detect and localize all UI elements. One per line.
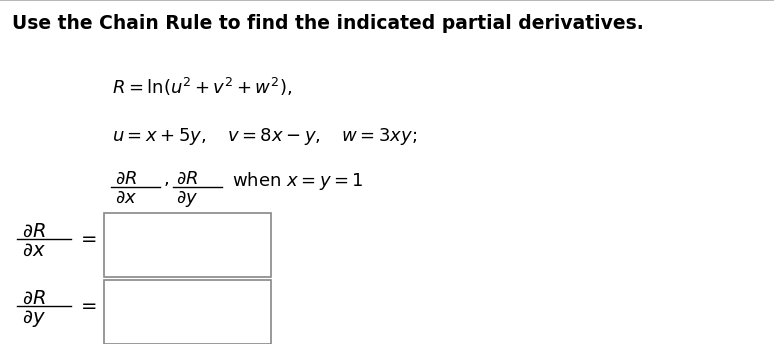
Text: $R = \ln(u^2 + v^2 + w^2),$: $R = \ln(u^2 + v^2 + w^2),$	[112, 76, 293, 98]
Text: $,$: $,$	[163, 170, 169, 188]
Text: Use the Chain Rule to find the indicated partial derivatives.: Use the Chain Rule to find the indicated…	[12, 14, 643, 33]
Text: $u = x + 5y, \quad v = 8x - y, \quad w = 3xy;$: $u = x + 5y, \quad v = 8x - y, \quad w =…	[112, 126, 417, 147]
Text: $\partial x$: $\partial x$	[22, 241, 46, 260]
FancyBboxPatch shape	[104, 280, 271, 344]
Text: $\partial y$: $\partial y$	[176, 189, 199, 209]
Text: $\partial R$: $\partial R$	[115, 170, 137, 188]
Text: $=$: $=$	[77, 295, 98, 314]
Text: $\partial R$: $\partial R$	[22, 289, 46, 308]
Text: $\partial R$: $\partial R$	[22, 222, 46, 241]
FancyBboxPatch shape	[104, 213, 271, 277]
Text: when $x = y = 1$: when $x = y = 1$	[232, 170, 364, 192]
Text: $=$: $=$	[77, 228, 98, 247]
Text: $\partial R$: $\partial R$	[176, 170, 199, 188]
Text: $\partial x$: $\partial x$	[115, 189, 137, 207]
Text: $\partial y$: $\partial y$	[22, 308, 46, 329]
